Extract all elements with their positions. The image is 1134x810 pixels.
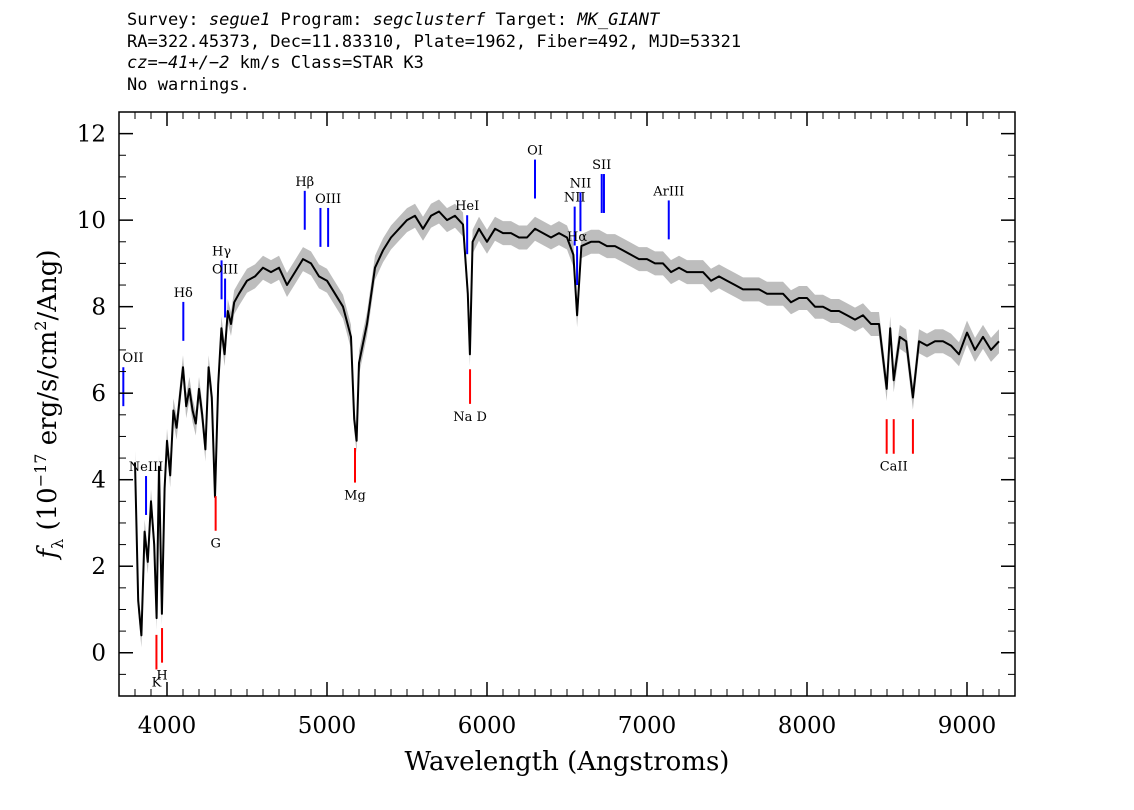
- x-tick-label: 7000: [618, 713, 677, 739]
- flux-error-band: [135, 199, 999, 648]
- x-tick-label: 5000: [298, 713, 357, 739]
- program-name: segclusterf: [372, 10, 486, 30]
- flux-series-line: [134, 210, 1000, 637]
- emission-line-label: OIII: [315, 192, 341, 207]
- y-tick-label: 2: [91, 554, 106, 580]
- y-tick-label: 12: [77, 122, 106, 148]
- emission-line-label: NII: [570, 176, 592, 191]
- header-line-warnings: No warnings.: [127, 74, 250, 95]
- y-tick-label: 6: [91, 381, 106, 407]
- x-tick-label: 4000: [138, 713, 197, 739]
- emission-line-label: NII: [564, 191, 586, 206]
- emission-line-label: Hγ: [212, 244, 231, 259]
- absorption-line-label: CaII: [880, 460, 908, 475]
- header-line-redshift: cz=−41+/−2 km/s Class=STAR K3: [127, 53, 424, 73]
- header-line-survey: Survey: segue1 Program: segclusterf Targ…: [127, 10, 660, 30]
- emission-line-label: Hβ: [295, 175, 314, 190]
- emission-line-label: SII: [592, 158, 611, 173]
- axis-ticks-layer: 4000 5000 6000 7000 8000 9000 0 2 4 6 8 10 12: [77, 112, 1016, 739]
- x-tick-label: 8000: [778, 713, 837, 739]
- y-tick-label: 10: [77, 208, 106, 234]
- spectrum-header: Survey: segue1 Program: segclusterf Targ…: [127, 10, 741, 96]
- survey-name: segue1: [208, 10, 271, 30]
- emission-line-label: ArIII: [652, 184, 684, 199]
- emission-line-label: Hα: [567, 230, 587, 245]
- emission-line-label: OI: [527, 144, 543, 159]
- x-tick-label: 6000: [458, 713, 517, 739]
- absorption-line-label: H: [156, 669, 167, 684]
- flux-layer: [134, 210, 1000, 637]
- cz-value: −41+/−2: [157, 53, 230, 73]
- emission-line-label: OII: [123, 351, 144, 366]
- target-name: MK_GIANT: [577, 10, 660, 30]
- error-band-layer: [135, 199, 999, 648]
- emission-line-label: HeI: [455, 199, 479, 214]
- absorption-line-label: Mg: [344, 489, 366, 504]
- y-tick-label: 4: [91, 468, 106, 494]
- x-tick-label: 9000: [938, 713, 997, 739]
- emission-line-label: NeIII: [129, 460, 163, 475]
- emission-line-label: Hδ: [174, 286, 193, 301]
- absorption-line-label: K: [152, 675, 162, 690]
- emission-line-label: OIII: [212, 263, 238, 278]
- y-tick-label: 0: [91, 641, 106, 667]
- x-axis-title: Wavelength (Angstroms): [405, 747, 730, 777]
- absorption-line-label: G: [210, 537, 220, 552]
- y-axis-title: fλ (10−17 erg/s/cm2/Ang): [31, 249, 67, 560]
- y-tick-label: 8: [91, 295, 106, 321]
- absorption-line-label: Na D: [453, 410, 487, 425]
- header-line-coordinates: RA=322.45373, Dec=11.83310, Plate=1962, …: [127, 31, 742, 52]
